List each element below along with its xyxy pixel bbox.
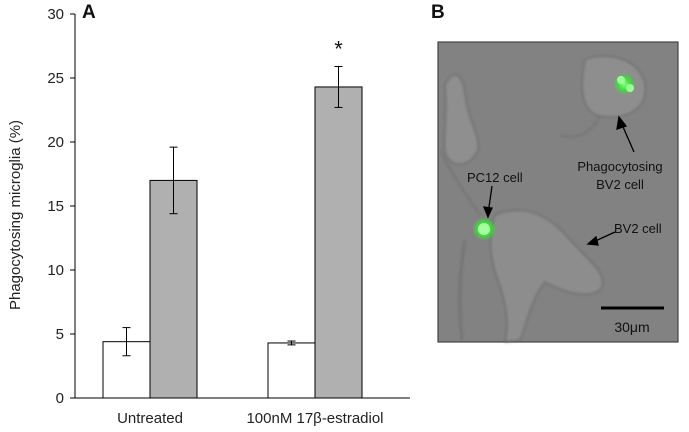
- category-labels: Untreated 100nM 17β-estradiol: [117, 410, 383, 427]
- panel-a-label: A: [82, 2, 96, 23]
- y-tick-label: 10: [47, 262, 64, 279]
- bv2-cell-label: BV2 cell: [614, 221, 662, 236]
- phagocytosed-cell-dot-1: [617, 76, 625, 84]
- category-label: Untreated: [117, 410, 183, 427]
- phagocytosed-cell-dot-2: [626, 84, 634, 92]
- phagocytosing-label-line1: Phagocytosing: [577, 159, 662, 174]
- phagocytosed-cell-glow: [613, 73, 635, 95]
- phagocytosing-label-line2: BV2 cell: [596, 177, 644, 192]
- bar: [314, 86, 363, 399]
- micrograph: PC12 cell Phagocytosing BV2 cell BV2 cel…: [437, 41, 679, 343]
- panel-b-label: B: [431, 2, 445, 23]
- bar: [149, 179, 198, 399]
- annotation-arrows: [482, 115, 635, 246]
- y-tick-label: 5: [56, 326, 64, 343]
- y-axis-label: Phagocytosing microglia (%): [7, 120, 24, 310]
- y-tick-label: 0: [56, 390, 64, 407]
- y-tick-label: 20: [47, 134, 64, 151]
- y-tick-label: 15: [47, 198, 64, 215]
- bar: [267, 342, 316, 399]
- category-label: 100nM 17β-estradiol: [246, 410, 383, 427]
- y-tick-label: 25: [47, 70, 64, 87]
- scale-bar-label: 30μm: [614, 319, 649, 335]
- chart-bars: *: [102, 36, 363, 399]
- significance-marker: *: [334, 36, 343, 61]
- pc12-cell-label: PC12 cell: [467, 170, 523, 185]
- pc12-cell-core: [478, 223, 490, 235]
- y-tick-label: 30: [47, 6, 64, 23]
